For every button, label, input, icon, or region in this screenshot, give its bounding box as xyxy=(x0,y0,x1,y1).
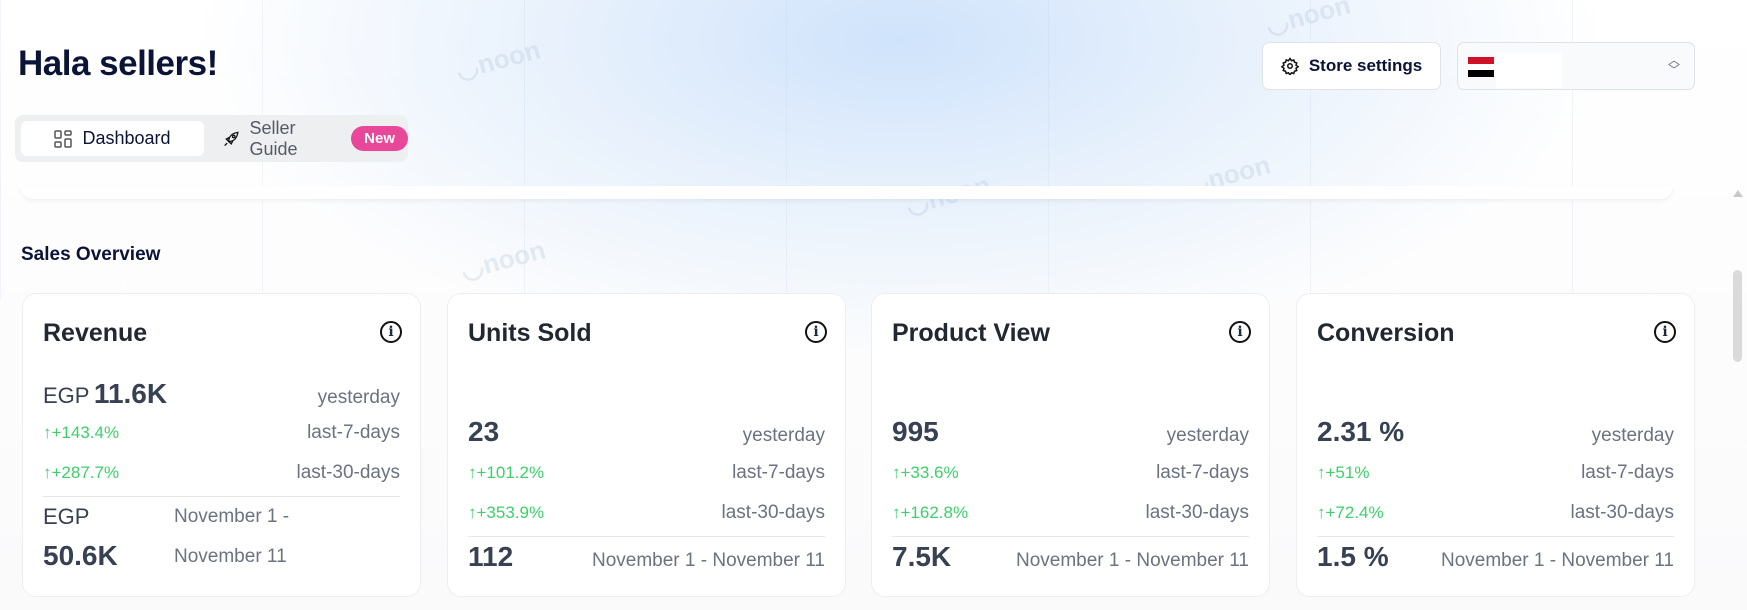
last30-row: ↑+287.7% last-30-days xyxy=(43,462,400,484)
yesterday-row: 2.31 % yesterday xyxy=(1317,416,1674,448)
last30-change: ↑+72.4% xyxy=(1317,503,1384,522)
last30-change: ↑+287.7% xyxy=(43,463,120,482)
last30-label: last-30-days xyxy=(721,502,826,523)
egypt-flag-icon xyxy=(1468,57,1494,78)
grid-icon xyxy=(54,129,73,148)
conversion-card: Conversion i 2.31 % yesterday ↑+51% last-7… xyxy=(1296,293,1695,597)
section-title: Sales Overview xyxy=(21,244,161,265)
country-name-redacted xyxy=(1496,53,1562,88)
divider xyxy=(468,536,825,537)
arrow-up-icon: ↑ xyxy=(43,463,52,482)
last7-label: last-7-days xyxy=(1156,462,1249,483)
product-view-card: Product View i 995 yesterday ↑+33.6% last-… xyxy=(871,293,1270,597)
yesterday-row: EGP 11.6K yesterday xyxy=(43,378,400,410)
store-settings-label: Store settings xyxy=(1308,56,1423,75)
period-row: 7.5K November 1 - November 11 xyxy=(892,541,1249,573)
collapsed-panel xyxy=(20,186,1673,199)
scrollbar-thumb[interactable] xyxy=(1733,270,1742,362)
yesterday-label: yesterday xyxy=(742,425,825,446)
yesterday-label: yesterday xyxy=(317,387,400,408)
period-value: EGP 50.6K xyxy=(43,504,118,572)
period-label: November 1 - November 11 xyxy=(1440,550,1674,571)
info-icon[interactable]: i xyxy=(380,321,402,343)
divider xyxy=(892,536,1249,537)
yesterday-label: yesterday xyxy=(1591,425,1674,446)
yesterday-value: 23 xyxy=(468,416,500,447)
info-icon[interactable]: i xyxy=(1654,321,1676,343)
scroll-up-arrow[interactable] xyxy=(1733,190,1743,197)
period-currency: EGP xyxy=(43,504,90,529)
tab-label: Seller Guide xyxy=(249,117,298,159)
last30-label: last-30-days xyxy=(296,462,401,483)
last7-row: ↑+143.4% last-7-days xyxy=(43,422,400,444)
arrow-up-icon: ↑ xyxy=(468,463,477,482)
card-title: Product View xyxy=(892,319,1050,347)
last30-change: ↑+162.8% xyxy=(892,503,969,522)
yesterday-row: 23 yesterday xyxy=(468,416,825,448)
last7-label: last-7-days xyxy=(1581,462,1674,483)
period-value: 112 xyxy=(468,541,514,572)
last7-change: ↑+143.4% xyxy=(43,423,120,442)
tab-label: Dashboard xyxy=(82,128,171,148)
period-row: 112 November 1 - November 11 xyxy=(468,541,825,573)
period-label: November 1 - November 11 xyxy=(591,550,825,571)
period-label: November 1 - November 11 xyxy=(1015,550,1249,571)
period-value: 7.5K xyxy=(892,541,952,572)
last30-row: ↑+353.9% last-30-days xyxy=(468,502,825,524)
divider xyxy=(1317,536,1674,537)
tab-bar: Dashboard Seller Guide New xyxy=(15,115,408,162)
tab-dashboard[interactable]: Dashboard xyxy=(21,121,204,156)
info-icon[interactable]: i xyxy=(805,321,827,343)
page-title: Hala sellers! xyxy=(18,44,218,83)
last7-row: ↑+51% last-7-days xyxy=(1317,462,1674,484)
arrow-up-icon: ↑ xyxy=(1317,463,1326,482)
gear-icon xyxy=(1280,57,1299,75)
last7-row: ↑+33.6% last-7-days xyxy=(892,462,1249,484)
arrow-up-icon: ↑ xyxy=(892,463,901,482)
card-title: Conversion xyxy=(1317,319,1455,347)
revenue-card: Revenue i EGP 11.6K yesterday ↑+143.4% l… xyxy=(22,293,421,597)
period-value: 1.5 % xyxy=(1317,541,1389,572)
rocket-icon xyxy=(224,131,239,146)
last30-label: last-30-days xyxy=(1145,502,1250,523)
last7-row: ↑+101.2% last-7-days xyxy=(468,462,825,484)
last7-label: last-7-days xyxy=(307,422,400,443)
last7-label: last-7-days xyxy=(732,462,825,483)
arrow-up-icon: ↑ xyxy=(1317,503,1326,522)
yesterday-value: 995 xyxy=(892,416,939,447)
period-amount: 50.6K xyxy=(43,540,118,571)
arrow-up-icon: ↑ xyxy=(892,503,901,522)
currency: EGP xyxy=(43,383,90,408)
last30-row: ↑+72.4% last-30-days xyxy=(1317,502,1674,524)
tab-seller-guide[interactable]: Seller Guide New xyxy=(223,118,408,159)
yesterday-value: 2.31 % xyxy=(1317,416,1405,447)
arrow-up-icon: ↑ xyxy=(43,423,52,442)
last7-change: ↑+33.6% xyxy=(892,463,959,482)
yesterday-label: yesterday xyxy=(1166,425,1249,446)
card-title: Units Sold xyxy=(468,319,592,347)
last7-change: ↑+101.2% xyxy=(468,463,545,482)
store-settings-button[interactable]: Store settings xyxy=(1262,42,1441,90)
chevron-up-down-icon: ︿ ﹀ xyxy=(1667,53,1680,77)
last7-change: ↑+51% xyxy=(1317,463,1370,482)
new-badge: New xyxy=(351,126,408,151)
arrow-up-icon: ↑ xyxy=(468,503,477,522)
period-label: November 1 - November 11 xyxy=(174,506,290,567)
info-icon[interactable]: i xyxy=(1229,321,1251,343)
last30-label: last-30-days xyxy=(1570,502,1675,523)
country-selector[interactable]: ︿ ﹀ xyxy=(1457,42,1695,90)
card-title: Revenue xyxy=(43,319,148,347)
divider xyxy=(43,496,400,497)
yesterday-value: 11.6K xyxy=(93,378,168,409)
last30-row: ↑+162.8% last-30-days xyxy=(892,502,1249,524)
units-sold-card: Units Sold i 23 yesterday ↑+101.2% last-7-… xyxy=(447,293,846,597)
yesterday-row: 995 yesterday xyxy=(892,416,1249,448)
period-row: 1.5 % November 1 - November 11 xyxy=(1317,541,1674,573)
last30-change: ↑+353.9% xyxy=(468,503,545,522)
